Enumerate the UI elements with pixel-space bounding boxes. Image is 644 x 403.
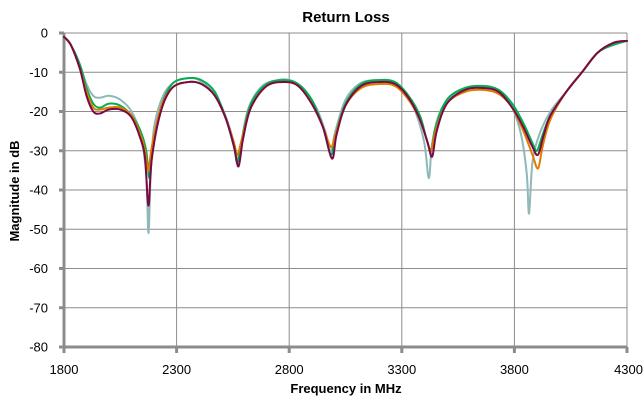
y-tick-label: -30 bbox=[29, 143, 48, 158]
x-tick-label: 1800 bbox=[50, 362, 79, 377]
y-axis-title: Magnitude in dB bbox=[7, 140, 22, 241]
y-tick-label: -40 bbox=[29, 183, 48, 198]
y-tick-label: -20 bbox=[29, 104, 48, 119]
x-axis-title: Frequency in MHz bbox=[290, 381, 402, 396]
y-tick-label: -60 bbox=[29, 261, 48, 276]
y-tick-label: 0 bbox=[41, 26, 48, 41]
x-tick-label: 2300 bbox=[162, 362, 191, 377]
y-tick-label: -70 bbox=[29, 300, 48, 315]
chart-title: Return Loss bbox=[302, 9, 390, 26]
y-tick-label: -10 bbox=[29, 65, 48, 80]
x-tick-label: 3800 bbox=[500, 362, 529, 377]
x-tick-label: 3300 bbox=[387, 362, 416, 377]
series-lines bbox=[63, 35, 628, 235]
x-tick-label: 2800 bbox=[275, 362, 304, 377]
y-tick-label: -50 bbox=[29, 222, 48, 237]
series-line-4 bbox=[63, 35, 628, 207]
y-tick-label: -80 bbox=[29, 340, 48, 355]
grid-lines bbox=[64, 32, 628, 347]
x-tick-label: 4300 bbox=[614, 362, 643, 377]
axes bbox=[59, 31, 629, 353]
